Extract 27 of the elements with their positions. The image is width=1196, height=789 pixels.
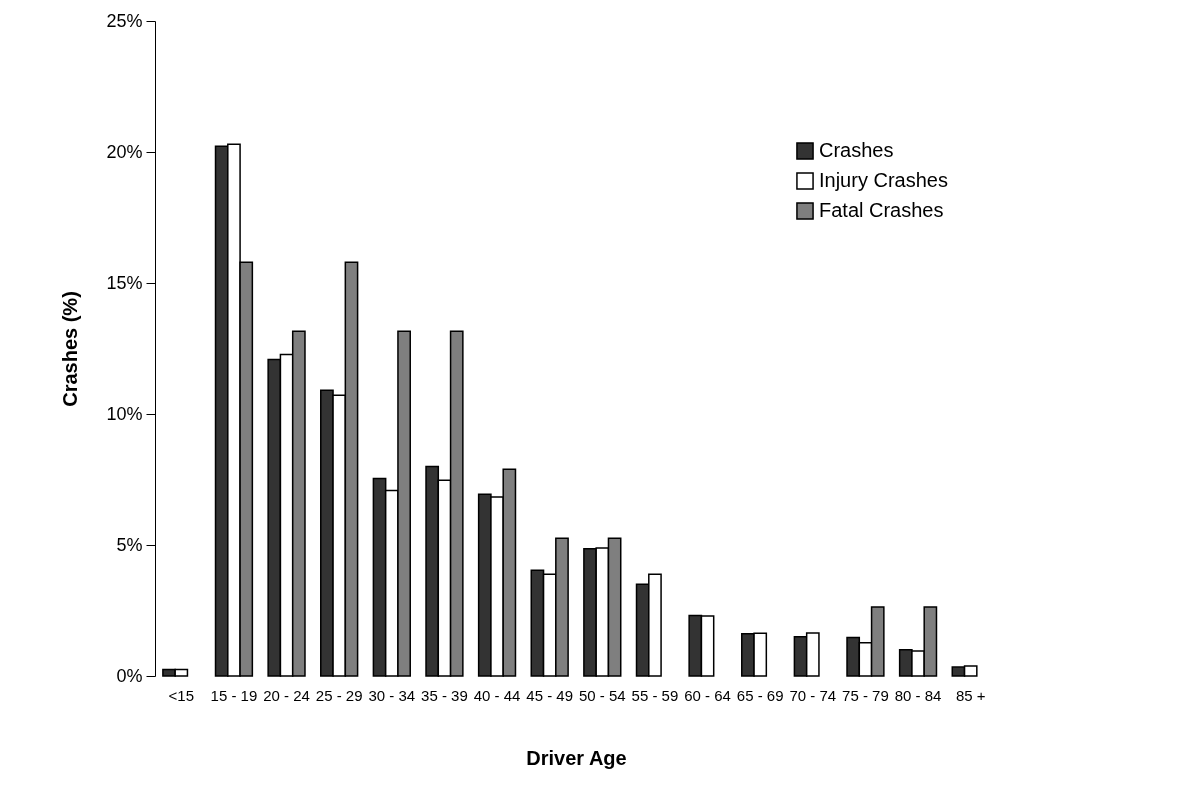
y-tick-label: 20% [106,141,143,162]
legend-label: Injury Crashes [819,169,948,191]
x-tick-label: 20 - 24 [263,686,310,704]
x-axis-title: Driver Age [526,746,627,769]
y-tick-label: 0% [116,665,143,686]
x-tick-label: 65 - 69 [736,686,784,704]
x-tick-label: 25 - 29 [315,686,363,704]
legend-label: Crashes [819,139,894,161]
x-tick-label: 50 - 54 [578,686,626,704]
y-tick-label: 5% [116,534,143,555]
x-tick-label: 55 - 59 [631,686,679,704]
x-tick-label: 80 - 84 [894,686,942,704]
x-tick-label: <15 [168,686,195,704]
y-tick-label: 15% [106,272,143,293]
x-tick-label: 40 - 44 [473,686,521,704]
legend-label: Fatal Crashes [819,199,944,221]
x-tick-label: 15 - 19 [210,686,258,704]
y-tick-label: 10% [106,403,143,424]
y-tick-label: 25% [106,10,143,31]
x-tick-label: 30 - 34 [368,686,416,704]
x-tick-label: 70 - 74 [789,686,837,704]
x-tick-label: 45 - 49 [526,686,574,704]
x-tick-label: 75 - 79 [842,686,889,704]
x-tick-label: 60 - 64 [684,686,731,704]
x-tick-label: 35 - 39 [421,686,468,704]
x-tick-label: 85 + [955,686,986,704]
y-axis-title: Crashes (%) [59,291,82,407]
